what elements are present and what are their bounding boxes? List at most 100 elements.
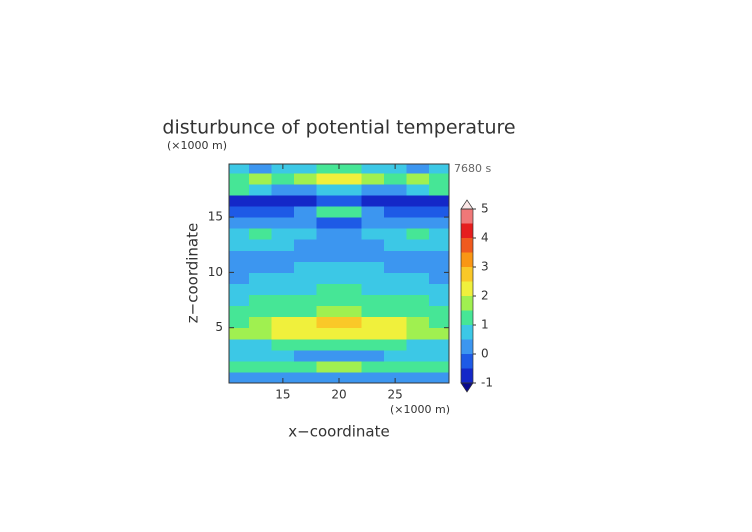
colorbar-tick-label: 1 [481,318,489,332]
contour-cell [249,172,273,185]
contour-cell [229,272,250,284]
contour-cell [383,183,407,196]
contour-cell [339,349,362,362]
contour-cell [229,371,250,383]
y-tick-label: 5 [215,320,223,334]
contour-field [229,164,449,383]
contour-cell [229,206,250,218]
contour-cell [406,194,430,207]
contour-cell [229,327,250,340]
contour-cell [316,228,340,240]
contour-cell [249,183,273,196]
contour-cell [294,316,318,329]
colorbar-band [461,339,473,354]
contour-cell [229,261,250,273]
x-tick-label: 15 [275,388,290,402]
contour-cell [383,261,407,273]
contour-cell [271,305,295,318]
contour-cell [249,250,273,262]
contour-cell [406,172,430,185]
contour-cell [294,217,318,229]
contour-cell [249,261,273,273]
contour-cell [361,183,385,196]
contour-cell [294,194,318,207]
contour-cell [383,327,407,340]
contour-cell [249,360,273,373]
contour-cell [229,338,250,351]
contour-cell [271,327,295,340]
contour-cell [271,239,295,251]
contour-cell [339,283,362,296]
contour-cell [249,305,273,318]
contour-cell [294,250,318,262]
contour-cell [316,250,340,262]
contour-cell [249,349,273,362]
contour-cell [229,217,250,229]
contour-cell [316,261,340,273]
contour-cell [383,305,407,318]
contour-cell [383,283,407,296]
contour-cell [428,217,449,229]
contour-cell [428,172,449,185]
contour-cell [339,327,362,340]
contour-cell [339,172,362,185]
contour-cell [249,217,273,229]
contour-cell [361,327,385,340]
colorbar-tick-label: 4 [481,231,489,245]
contour-cell [406,217,430,229]
contour-cell [383,239,407,251]
contour-cell [271,228,295,240]
colorbar-band [461,223,473,238]
contour-cell [339,338,362,351]
contour-cell [339,217,362,229]
contour-cell [229,294,250,307]
contour-cell [361,250,385,262]
colorbar-tick-label: 2 [481,289,489,303]
contour-cell [406,316,430,329]
contour-cell [339,183,362,196]
contour-cell [428,239,449,251]
contour-cell [406,183,430,196]
contour-cell [383,360,407,373]
contour-cell [271,338,295,351]
colorbar-band [461,238,473,253]
contour-cell [361,294,385,307]
y-tick-label: 10 [208,265,223,279]
contour-cell [406,305,430,318]
contour-cell [406,239,430,251]
contour-cell [316,283,340,296]
contour-cell [271,217,295,229]
time-label: 7680 s [454,162,491,175]
contour-cell [249,228,273,240]
contour-cell [383,194,407,207]
contour-cell [271,360,295,373]
contour-cell [229,172,250,185]
contour-cell [406,327,430,340]
contour-cell [249,206,273,218]
contour-cell [229,228,250,240]
contour-cell [316,239,340,251]
contour-cell [406,294,430,307]
contour-cell [361,217,385,229]
contour-cell [428,349,449,362]
contour-cell [249,239,273,251]
contour-cell [339,294,362,307]
contour-cell [339,228,362,240]
contour-cell [428,316,449,329]
contour-cell [383,250,407,262]
contour-cell [383,217,407,229]
contour-cell [361,239,385,251]
contour-cell [229,239,250,251]
contour-cell [428,164,449,174]
contour-cell [249,272,273,284]
contour-cell [361,228,385,240]
contour-cell [249,283,273,296]
contour-cell [294,164,318,174]
colorbar-extend-high [460,199,474,210]
x-unit: (×1000 m) [390,403,450,416]
contour-cell [383,338,407,351]
axes: 15 20 25 5 10 15 -1 0 1 2 3 4 5 [208,163,493,402]
contour-cell [294,305,318,318]
contour-cell [361,338,385,351]
contour-cell [428,183,449,196]
